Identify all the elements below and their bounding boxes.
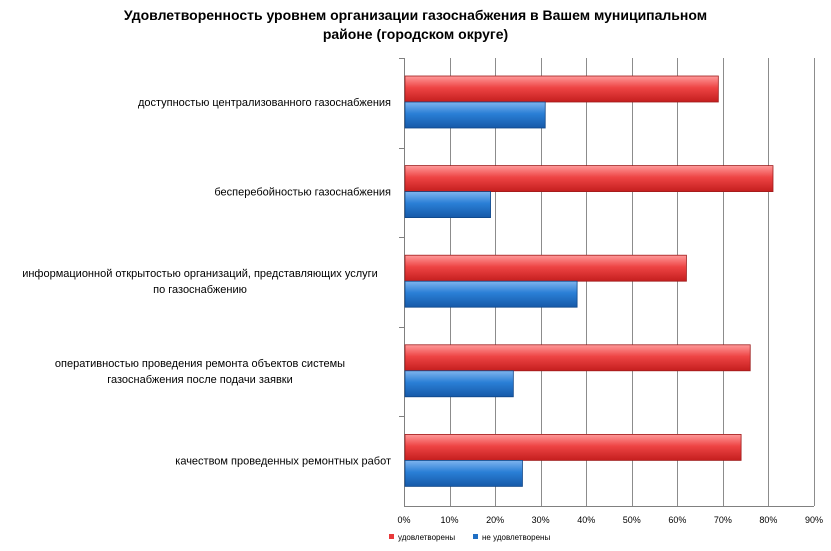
legend-label: удовлетворены: [398, 533, 455, 542]
category-label: оперативностью проведения ремонта объект…: [55, 358, 345, 370]
category-labels: доступностью централизованного газоснабж…: [22, 97, 391, 467]
x-tick-label: 50%: [623, 515, 641, 525]
category-label: газоснабжения после подачи заявки: [107, 374, 293, 386]
chart-title: Удовлетворенность уровнем организации га…: [0, 6, 831, 44]
x-tick-label: 90%: [805, 515, 823, 525]
bar-not-satisfied: [404, 280, 578, 308]
legend-swatch: [473, 534, 478, 539]
chart-title-line: Удовлетворенность уровнем организации га…: [123, 7, 708, 23]
bar-not-satisfied: [404, 191, 491, 219]
legend: удовлетворены не удовлетворены: [389, 533, 550, 542]
category-label: информационной открытостью организаций, …: [22, 268, 378, 280]
axes: [399, 58, 814, 507]
bars: [404, 75, 774, 487]
bar-not-satisfied: [404, 459, 523, 487]
x-tick-label: 20%: [486, 515, 504, 525]
bar-satisfied: [404, 165, 774, 193]
gridlines: [450, 58, 815, 506]
bar-satisfied: [404, 344, 751, 372]
bar-not-satisfied: [404, 370, 514, 398]
x-tick-label: 0%: [397, 515, 410, 525]
x-tick-label: 30%: [532, 515, 550, 525]
x-tick-labels: 0% 10% 20% 30% 40% 50% 60% 70% 80% 90%: [397, 515, 823, 525]
x-tick-label: 60%: [668, 515, 686, 525]
category-label: бесперебойностью газоснабжения: [214, 187, 391, 199]
x-tick-label: 80%: [759, 515, 777, 525]
bar-satisfied: [404, 75, 719, 103]
x-tick-label: 70%: [714, 515, 732, 525]
x-tick-label: 10%: [441, 515, 459, 525]
bar-satisfied: [404, 254, 687, 282]
x-tick-label: 40%: [577, 515, 595, 525]
category-label: доступностью централизованного газоснабж…: [138, 97, 391, 109]
chart-title-line: районе (городском округе): [322, 26, 509, 42]
category-label: по газоснабжению: [153, 284, 247, 296]
bar-not-satisfied: [404, 101, 546, 129]
bar-satisfied: [404, 433, 742, 461]
legend-label: не удовлетворены: [482, 533, 550, 542]
legend-swatch: [389, 534, 394, 539]
category-label: качеством проведенных ремонтных работ: [175, 455, 391, 467]
